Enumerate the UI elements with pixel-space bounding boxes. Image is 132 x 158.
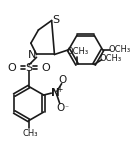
Text: O: O [42,63,50,73]
Text: +: + [56,85,63,94]
Text: N: N [51,88,59,98]
Text: S: S [25,63,33,73]
Text: O: O [56,103,65,113]
Text: S: S [52,15,59,25]
Text: OCH₃: OCH₃ [109,45,131,54]
Text: N: N [28,50,36,60]
Text: OCH₃: OCH₃ [66,47,88,56]
Text: ⁻: ⁻ [64,104,68,113]
Text: CH₃: CH₃ [22,129,38,138]
Text: O: O [8,63,16,73]
Text: O: O [58,75,67,85]
Text: OCH₃: OCH₃ [100,54,122,63]
